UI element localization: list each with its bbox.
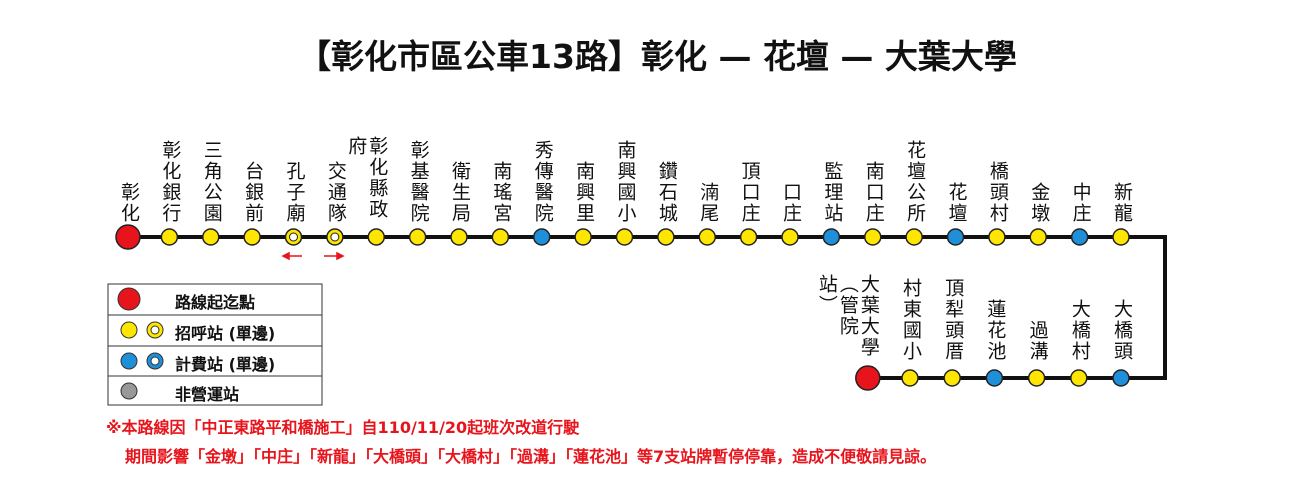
stop-call [901,369,919,387]
stop-label: 金墩 [1028,182,1051,224]
stop-call [1027,369,1046,387]
stop-call [698,228,716,246]
legend-label: 路線起迄點 [175,293,256,312]
stop-call [367,228,385,246]
stop-call [491,228,510,246]
route-line [128,235,1167,380]
stop-fare [946,228,965,246]
legend-label: 計費站 (單邊) [175,355,276,374]
stop-label: 鑽石城 [655,161,678,224]
stop-label: 南口庄 [862,161,885,224]
stop-call [202,228,220,246]
stop-label: 彰基醫院 [407,140,430,224]
stop-call [1112,228,1130,246]
stop-fare [822,228,841,246]
stop-ring [330,232,340,242]
stop-label: 南興里 [573,161,596,224]
stop-terminal [115,224,141,250]
stop-label: 監理站 [821,161,844,224]
stop-label: 衛生局 [449,161,471,224]
stop-label: 橋頭村 [986,161,1009,224]
stop-call [160,228,179,246]
legend-label: 非營運站 [175,385,240,404]
stop-label: 彰化銀行 [159,140,182,224]
stop-call [574,228,592,246]
stop-label: 蓮花池 [984,299,1007,362]
stop-label: 中庄 [1069,182,1092,224]
stop-terminal [855,365,881,391]
stop-call [657,228,675,246]
stop-label: 湳尾 [697,182,720,224]
legend [107,283,323,406]
stop-label: 彰化縣政府 [345,136,389,220]
stop-label: 大橋頭 [1111,299,1133,362]
stop-label: 頂口庄 [738,161,761,224]
notice: 期間影響「金墩」「中庄」「新龍」「大橋頭」「大橋村」「過溝」「蓮花池」等7支站牌… [125,447,937,466]
stop-call [450,228,468,246]
stop-fare [533,228,551,246]
stop-label: 彰化 [118,182,140,224]
stop-call [243,228,261,246]
stop-label: 南瑤宮 [490,161,513,224]
stop-call [943,369,961,387]
stop-fare [985,369,1004,387]
stop-call [615,228,634,246]
stop-call [905,228,923,246]
stop-ring [289,232,298,242]
stop-call [781,228,799,246]
stop-label: 孔子廟 [283,161,306,224]
stop-call [864,228,882,246]
stop-label: 三角公園 [200,140,223,224]
stop-label: 花壇公所 [904,140,927,224]
stop-label: 花壇 [945,182,968,224]
stop-call [1029,228,1047,246]
legend-label: 招呼站 (單邊) [175,324,276,343]
stop-label: 秀傳醫院 [531,140,554,224]
stop-label: 南興國小 [614,140,637,224]
stop-call [739,228,758,246]
stop-label: 交通隊 [324,161,347,224]
direction-arrows [281,251,345,261]
title: 【彰化市區公車13路】彰化 — 花壇 — 大葉大學 [298,37,1017,76]
stop-label: 過溝 [1026,320,1049,362]
notice: ※本路線因「中正東路平和橋施工」自110/11/20起班次改道行駛 [106,418,580,437]
stop-label: 台銀前 [242,161,265,224]
stop-fare [1070,228,1089,246]
stop-label: 大葉大學（管院站） [815,274,880,358]
stop-label: 大橋村 [1068,299,1091,362]
stop-label: 村東國小 [900,278,922,362]
stop-label: 口庄 [780,182,802,224]
stop-call [988,228,1006,246]
stop-fare [1112,369,1130,387]
stop-label: 新龍 [1111,182,1133,224]
stop-label: 頂犁頭厝 [942,278,965,362]
stop-call [1070,369,1088,387]
stop-call [408,228,427,246]
